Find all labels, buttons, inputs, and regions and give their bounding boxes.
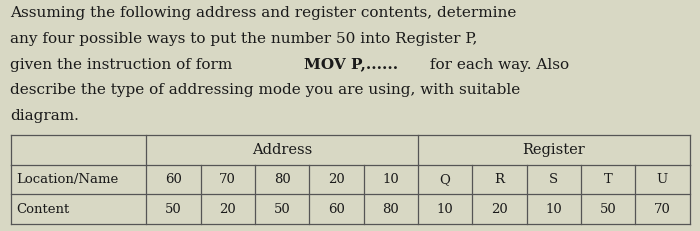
Text: 60: 60 — [165, 173, 182, 186]
Text: 20: 20 — [491, 203, 508, 216]
Text: diagram.: diagram. — [10, 109, 79, 123]
Text: 10: 10 — [382, 173, 399, 186]
Text: R: R — [494, 173, 505, 186]
Text: MOV P,......: MOV P,...... — [304, 58, 398, 72]
Text: Register: Register — [522, 143, 585, 157]
Text: 20: 20 — [328, 173, 345, 186]
Text: 10: 10 — [545, 203, 562, 216]
Text: 60: 60 — [328, 203, 345, 216]
Text: 80: 80 — [274, 173, 290, 186]
Text: 70: 70 — [654, 203, 671, 216]
Text: any four possible ways to put the number 50 into Register P,: any four possible ways to put the number… — [10, 32, 478, 46]
Text: Address: Address — [252, 143, 312, 157]
Text: describe the type of addressing mode you are using, with suitable: describe the type of addressing mode you… — [10, 83, 521, 97]
Text: Assuming the following address and register contents, determine: Assuming the following address and regis… — [10, 6, 517, 20]
Text: 20: 20 — [219, 203, 236, 216]
Text: Content: Content — [16, 203, 69, 216]
Text: for each way. Also: for each way. Also — [425, 58, 569, 72]
Text: given the instruction of form: given the instruction of form — [10, 58, 237, 72]
Text: T: T — [603, 173, 612, 186]
Text: 80: 80 — [382, 203, 399, 216]
Text: 10: 10 — [437, 203, 454, 216]
Text: U: U — [657, 173, 668, 186]
Text: 70: 70 — [219, 173, 236, 186]
Text: 50: 50 — [165, 203, 182, 216]
Text: 50: 50 — [600, 203, 617, 216]
Text: Location/Name: Location/Name — [16, 173, 118, 186]
Text: S: S — [549, 173, 559, 186]
Text: 50: 50 — [274, 203, 290, 216]
Text: Q: Q — [440, 173, 451, 186]
